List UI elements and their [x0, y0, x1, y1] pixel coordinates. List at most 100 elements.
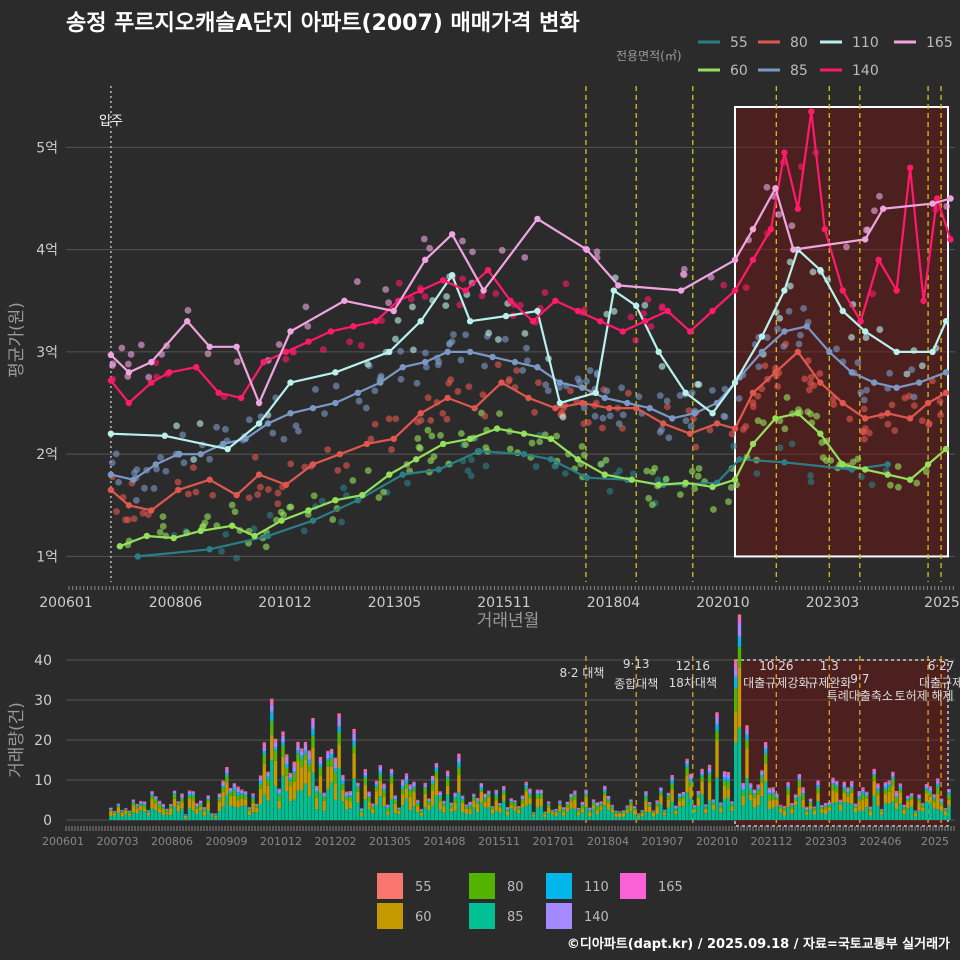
price-scatter-point	[190, 464, 197, 472]
volume-bar-segment	[827, 802, 831, 803]
volume-bar-segment	[270, 721, 274, 735]
price-point-110	[107, 430, 115, 437]
volume-bar-segment	[539, 798, 543, 807]
price-point-60	[332, 496, 339, 504]
volume-bar-segment	[838, 801, 843, 803]
volume-bar-segment	[180, 797, 184, 799]
volume-bar-segment	[752, 793, 757, 796]
volume-bar-segment	[917, 802, 921, 811]
volume-bar-segment	[782, 815, 787, 820]
price-point-140	[484, 266, 492, 274]
volume-bar-segment	[255, 812, 259, 820]
volume-bar-segment	[891, 801, 895, 820]
volume-bar-segment	[932, 801, 936, 809]
volume-bar-segment	[659, 795, 663, 805]
price-scatter-point	[367, 435, 375, 443]
volume-bar-segment	[696, 805, 701, 820]
volume-bar-segment	[887, 782, 891, 784]
price-point-80	[794, 348, 802, 356]
volume-bar-segment	[460, 796, 465, 799]
volume-bar-segment	[644, 797, 648, 802]
volume-bar-segment	[924, 789, 929, 794]
volume-bar-segment	[629, 801, 633, 803]
price-scatter-point	[925, 421, 933, 428]
price-scatter-point	[304, 322, 312, 330]
volume-bar-segment	[741, 785, 745, 790]
volume-bar-segment	[258, 777, 263, 781]
volume-bar-segment	[344, 793, 349, 796]
price-scatter-point	[690, 415, 697, 423]
volume-bar-segment	[277, 789, 281, 791]
price-scatter-point	[775, 211, 783, 218]
volume-bar-segment	[741, 805, 745, 820]
volume-bar-segment	[169, 808, 173, 816]
volume-bar-segment	[273, 738, 278, 741]
price-scatter-point	[627, 313, 635, 321]
volume-bar-segment	[322, 810, 326, 820]
volume-bar-segment	[307, 771, 311, 797]
volume-bar-segment	[513, 802, 517, 804]
volume-bar-segment	[745, 729, 749, 735]
volume-bar-segment	[517, 809, 521, 814]
volume-bar-segment	[116, 804, 121, 807]
volume-bar-segment	[430, 778, 435, 781]
volume-bar-segment	[457, 753, 461, 756]
volume-bar-segment	[457, 767, 461, 775]
volume-bar-segment	[778, 808, 783, 813]
volume-bar-segment	[535, 798, 540, 808]
volume-bar-segment	[221, 781, 225, 783]
volume-bar-segment	[329, 781, 334, 820]
volume-bar-segment	[517, 806, 521, 808]
volume-bar-segment	[835, 802, 839, 820]
price-scatter-point	[559, 413, 567, 421]
volume-bar-segment	[535, 795, 540, 799]
volume-bar-segment	[700, 774, 704, 777]
price-scatter-point	[364, 467, 372, 475]
price-scatter-point	[448, 338, 456, 345]
price-scatter-point	[245, 416, 253, 424]
volume-bar-segment	[842, 792, 846, 802]
price-scatter-point	[695, 465, 703, 472]
volume-bar-segment	[498, 807, 502, 813]
volume-bar-segment	[842, 781, 846, 783]
price-point-80	[498, 379, 505, 386]
price-point-140	[906, 164, 914, 172]
price-scatter-point	[108, 459, 116, 467]
price-point-140	[794, 205, 802, 212]
volume-bar-segment	[479, 787, 483, 790]
volume-bar-segment	[401, 780, 405, 782]
price-scatter-point	[658, 303, 666, 311]
price-scatter-point	[468, 456, 475, 464]
volume-bar-segment	[176, 811, 180, 820]
volume-bar-segment	[865, 798, 869, 808]
price-scatter-point	[854, 359, 862, 367]
volume-bar-segment	[823, 805, 828, 807]
price-scatter-point	[544, 387, 552, 395]
volume-bar-segment	[528, 795, 532, 799]
volume-bar-segment	[584, 790, 588, 794]
volume-bar-segment	[719, 807, 723, 813]
volume-bar-segment	[883, 802, 888, 820]
legend-top-title: 전용면적(㎡)	[616, 49, 682, 63]
volume-bar-segment	[640, 810, 644, 812]
price-point-165	[790, 246, 797, 253]
volume-bar-segment	[909, 795, 914, 798]
volume-x-tick: 201012	[260, 835, 302, 848]
price-scatter-point	[567, 387, 574, 395]
price-scatter-point	[124, 360, 132, 368]
price-scatter-point	[894, 463, 902, 470]
volume-bar-segment	[300, 755, 304, 760]
volume-bar-segment	[947, 790, 951, 793]
volume-bar-segment	[445, 776, 450, 779]
price-scatter-point	[127, 350, 135, 358]
volume-bar-segment	[711, 802, 715, 805]
price-point-165	[184, 318, 191, 325]
price-point-110	[255, 420, 263, 427]
volume-bar-segment	[775, 796, 779, 799]
price-scatter-point	[780, 342, 788, 350]
volume-bar-segment	[378, 764, 382, 766]
volume-bar-segment	[180, 798, 184, 803]
volume-bar-segment	[348, 796, 353, 802]
volume-bar-segment	[614, 812, 618, 814]
volume-bar-segment	[307, 796, 311, 820]
